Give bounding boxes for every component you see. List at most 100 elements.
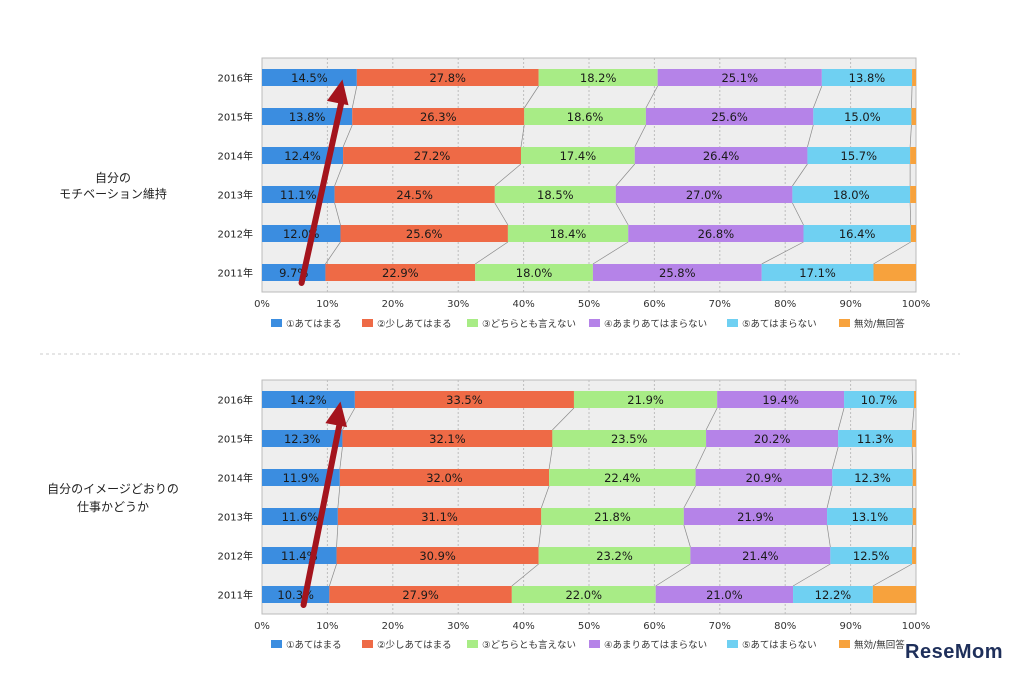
x-tick-label: 70%	[709, 621, 731, 632]
series-connector	[911, 407, 915, 431]
bar-segment	[717, 391, 845, 408]
data-label: 12.5%	[853, 549, 890, 563]
data-label: 33.5%	[446, 393, 483, 407]
year-label: 2012年	[218, 550, 253, 563]
legend-swatch	[589, 319, 600, 327]
data-label: 15.7%	[841, 149, 878, 163]
data-label: 32.0%	[426, 471, 463, 485]
series-connector	[911, 524, 914, 548]
series-connector	[336, 524, 339, 548]
bar-segment	[912, 547, 916, 564]
bar-segment	[793, 586, 873, 603]
series-connector	[548, 446, 553, 470]
data-label: 10.7%	[861, 393, 898, 407]
year-label: 2014年	[218, 150, 253, 163]
legend-label: ③どちらとも言えない	[482, 318, 576, 330]
series-connector	[826, 524, 831, 548]
trend-arrow	[300, 416, 344, 608]
year-label: 2014年	[218, 472, 253, 485]
x-tick-label: 0%	[254, 299, 270, 310]
x-tick-label: 20%	[382, 621, 404, 632]
trend-arrow	[298, 94, 346, 286]
x-tick-label: 60%	[643, 621, 665, 632]
bar-segment	[262, 264, 326, 281]
bar-segment	[910, 147, 916, 164]
legend-swatch	[467, 319, 478, 327]
series-connector	[351, 85, 358, 109]
series-connector	[339, 446, 343, 470]
year-label: 2016年	[218, 394, 253, 407]
year-label: 2011年	[218, 589, 253, 602]
series-connector	[334, 163, 344, 187]
legend-label: 無効/無回答	[854, 639, 905, 651]
data-label: 18.5%	[537, 188, 574, 202]
year-label: 2013年	[218, 511, 253, 524]
series-connector	[592, 241, 629, 265]
series-connector	[807, 124, 814, 148]
series-connector	[872, 563, 913, 587]
group-label: 自分の	[95, 171, 131, 185]
trend-arrow-head	[325, 401, 348, 428]
series-connector	[615, 202, 629, 226]
bar-segment	[336, 547, 539, 564]
bar-segment	[342, 430, 553, 447]
series-connector	[342, 124, 353, 148]
series-connector	[792, 563, 831, 587]
x-tick-label: 10%	[316, 299, 338, 310]
year-label: 2016年	[218, 72, 253, 85]
data-label: 21.4%	[742, 549, 779, 563]
bar-segment	[337, 508, 542, 525]
data-label: 18.6%	[567, 110, 604, 124]
bar-segment	[838, 430, 913, 447]
data-label: 20.2%	[754, 432, 791, 446]
legend-swatch	[839, 319, 850, 327]
bar-segment	[343, 147, 521, 164]
bar-segment	[695, 469, 833, 486]
x-tick-label: 40%	[512, 621, 534, 632]
trend-arrow-head	[326, 79, 349, 106]
bar-segment	[552, 430, 707, 447]
series-connector	[911, 446, 914, 470]
bar-segment	[803, 225, 911, 242]
bar-segment	[844, 391, 915, 408]
series-connector	[683, 524, 691, 548]
bar-segment	[262, 186, 335, 203]
bar-segment	[262, 108, 353, 125]
data-label: 13.1%	[852, 510, 889, 524]
data-label: 30.9%	[419, 549, 456, 563]
bar-segment	[262, 547, 337, 564]
legend-label: ③どちらとも言えない	[482, 639, 576, 651]
bar-segment	[524, 108, 646, 125]
series-connector	[615, 163, 636, 187]
bar-segment	[628, 225, 804, 242]
data-label: 18.0%	[516, 266, 553, 280]
bar-segment	[475, 264, 593, 281]
data-label: 20.9%	[746, 471, 783, 485]
series-connector	[540, 485, 550, 509]
bar-segment	[761, 264, 874, 281]
data-label: 22.0%	[565, 588, 602, 602]
series-connector	[494, 202, 509, 226]
bar-segment	[655, 586, 794, 603]
legend-swatch	[271, 319, 282, 327]
bar-segment	[538, 69, 658, 86]
data-label: 32.1%	[429, 432, 466, 446]
bar-segment	[352, 108, 525, 125]
group-label: 仕事かどうか	[77, 500, 149, 514]
bar-segment	[615, 186, 793, 203]
bar-segment	[511, 586, 656, 603]
legend-label: ④あまりあてはまらない	[604, 319, 707, 330]
bar-segment	[592, 264, 762, 281]
data-label: 22.9%	[382, 266, 419, 280]
series-connector	[826, 485, 833, 509]
x-tick-label: 20%	[382, 299, 404, 310]
bar-segment	[792, 186, 911, 203]
bar-segment	[507, 225, 629, 242]
data-label: 13.8%	[289, 110, 326, 124]
series-connector	[792, 202, 804, 226]
bar-segment	[683, 508, 828, 525]
legend-swatch	[362, 640, 373, 648]
data-label: 12.2%	[815, 588, 852, 602]
x-tick-label: 80%	[774, 621, 796, 632]
series-connector	[695, 446, 707, 470]
